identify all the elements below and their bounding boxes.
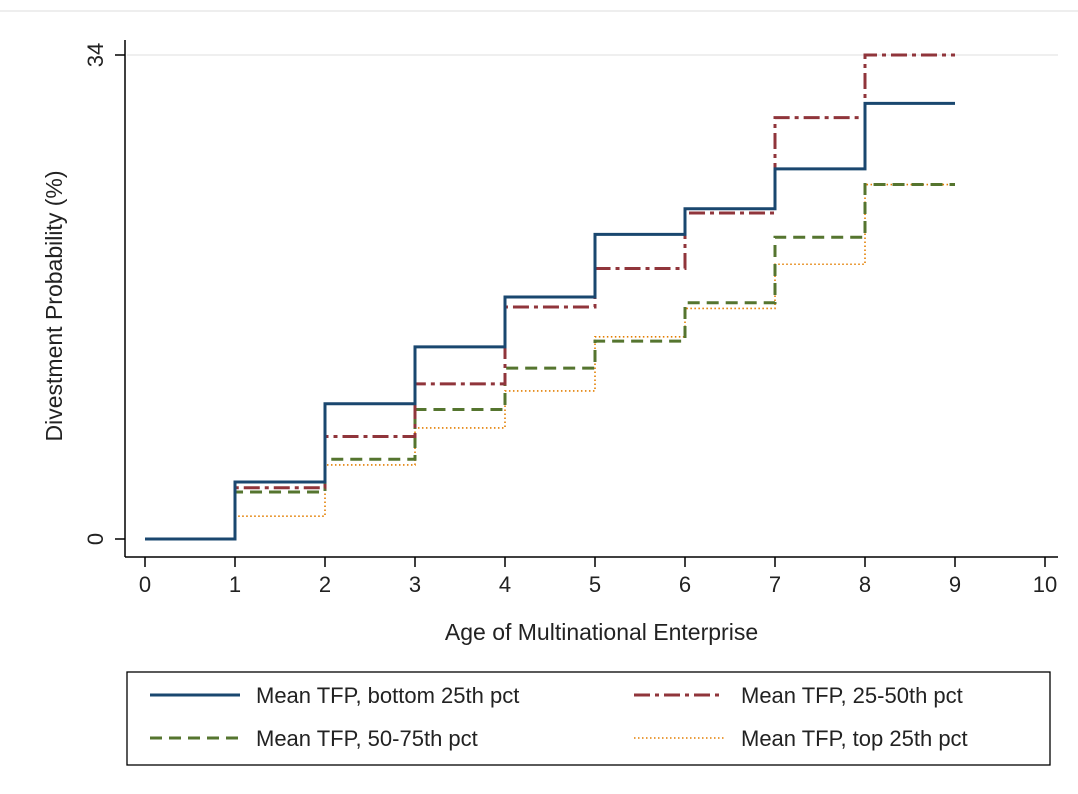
series-layer <box>145 53 955 541</box>
legend-box <box>126 671 1051 766</box>
series-line-2 <box>145 53 955 541</box>
x-tick-label: 0 <box>139 572 151 597</box>
series-line-1 <box>145 101 955 541</box>
axes <box>124 40 1058 558</box>
x-tick-label: 7 <box>769 572 781 597</box>
y-tick-label: 0 <box>83 533 108 545</box>
legend: Mean TFP, bottom 25th pct Mean TFP, 25-50… <box>126 671 1051 766</box>
x-tick-label: 5 <box>589 572 601 597</box>
x-tick-label: 8 <box>859 572 871 597</box>
series-line-4 <box>145 183 955 540</box>
y-tick-label: 34 <box>83 43 108 67</box>
legend-label-3: Mean TFP, 50-75th pct <box>256 726 478 751</box>
x-tick-label: 3 <box>409 572 421 597</box>
legend-label-4: Mean TFP, top 25th pct <box>741 726 968 751</box>
legend-label-2: Mean TFP, 25-50th pct <box>741 683 963 708</box>
x-axis-title: Age of Multinational Enterprise <box>445 619 758 645</box>
legend-label-1: Mean TFP, bottom 25th pct <box>256 683 519 708</box>
x-tick-label: 1 <box>229 572 241 597</box>
series-line-3 <box>145 183 955 541</box>
x-tick-label: 10 <box>1033 572 1057 597</box>
y-ticks: 0 34 <box>83 43 125 545</box>
x-ticks: 0 1 2 3 4 5 6 7 8 9 10 <box>139 557 1057 597</box>
x-tick-label: 2 <box>319 572 331 597</box>
x-tick-label: 6 <box>679 572 691 597</box>
y-axis-title: Divestment Probability (%) <box>41 171 67 442</box>
x-tick-label: 9 <box>949 572 961 597</box>
x-tick-label: 4 <box>499 572 511 597</box>
